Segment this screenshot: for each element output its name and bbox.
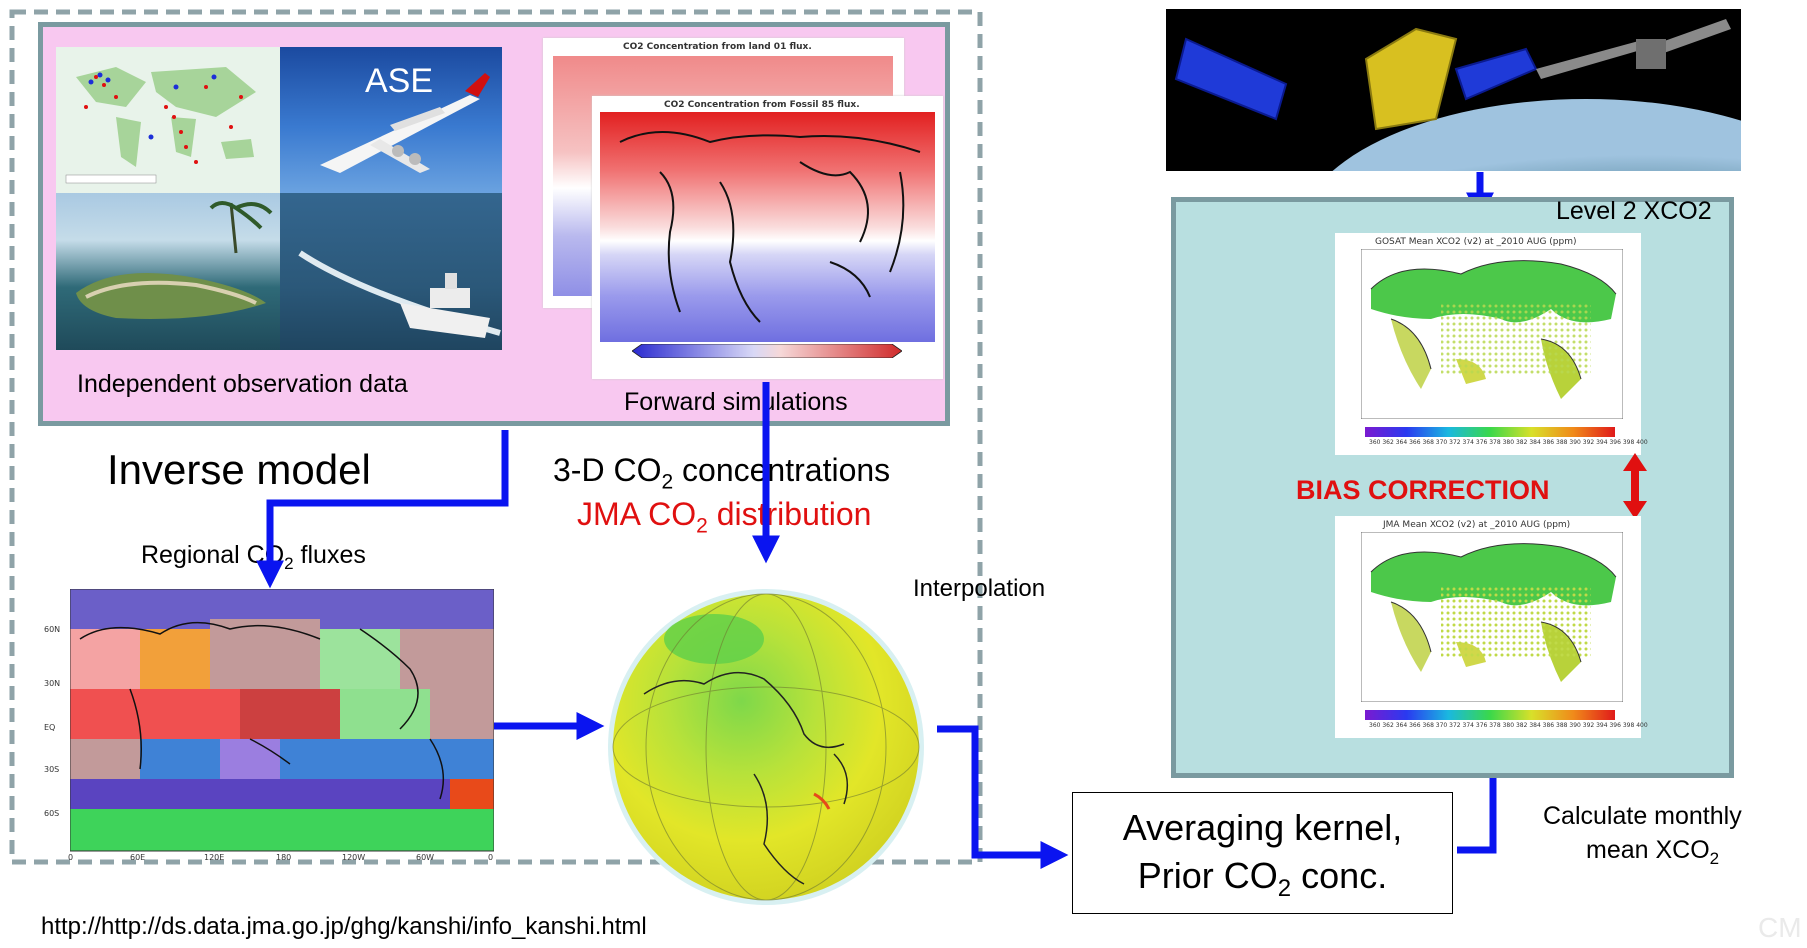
averaging-line2: Prior CO2 conc. — [1073, 855, 1452, 903]
concentrations-pre: 3-D CO — [553, 452, 662, 488]
regional-lat-30n: 30N — [44, 679, 61, 688]
forward-map-front-title: CO2 Concentration from Fossil 85 flux. — [664, 100, 860, 110]
bias-double-arrow — [1623, 453, 1647, 519]
regional-lat-60n: 60N — [44, 625, 61, 634]
gosat-map-title: GOSAT Mean XCO2 (v2) at _2010 AUG (ppm) — [1375, 237, 1577, 247]
regional-lon-0a: 0 — [68, 853, 74, 862]
ase-label: ASE — [365, 62, 434, 100]
ship-photo — [280, 193, 502, 350]
concentrations-post: concentrations — [673, 452, 891, 488]
observation-caption: Independent observation data — [77, 370, 408, 398]
regional-sub: 2 — [284, 554, 294, 573]
monthly-line2: mean XCO2 — [1586, 836, 1719, 869]
jma-post: distribution — [707, 496, 872, 532]
regional-post: fluxes — [293, 541, 366, 569]
averaging-line2-sub: 2 — [1277, 875, 1292, 903]
gosat-colorbar-labels: 360 362 364 366 368 370 372 374 376 378 … — [1369, 439, 1648, 446]
regional-lon-120e: 120E — [204, 853, 225, 862]
regional-lon-0b: 0 — [488, 853, 494, 862]
concentrations-label: 3-D CO2 concentrations — [553, 452, 890, 494]
jma-map-title: JMA Mean XCO2 (v2) at _2010 AUG (ppm) — [1383, 520, 1571, 530]
regional-flux-map: 60N 30N EQ 30S 60S 0 60E 120E 180 120W 6… — [44, 589, 494, 862]
island-photo — [56, 193, 280, 350]
averaging-kernel-box: Averaging kernel, Prior CO2 conc. — [1072, 792, 1453, 914]
averaging-line2-post: conc. — [1291, 855, 1388, 896]
forward-map-back-title: CO2 Concentration from land 01 flux. — [623, 42, 812, 52]
concentrations-sub: 2 — [661, 470, 674, 494]
averaging-line2-pre: Prior CO — [1137, 855, 1278, 896]
arrow-obs-to-regional — [256, 430, 509, 589]
jma-pre: JMA CO — [577, 496, 697, 532]
regional-lon-120w: 120W — [342, 853, 366, 862]
monthly-line2-pre: mean XCO — [1586, 836, 1710, 864]
observation-map-photo — [56, 47, 280, 193]
jma-map: JMA Mean XCO2 (v2) at _2010 AUG (ppm) 36… — [1335, 516, 1648, 738]
regional-lat-60s: 60S — [44, 809, 60, 818]
regional-fluxes-label: Regional CO2 fluxes — [141, 541, 366, 574]
satellite-image — [1166, 9, 1741, 171]
regional-lon-180: 180 — [276, 853, 292, 862]
arrow-globe-to-kernel — [937, 725, 1069, 869]
jma-distribution-label: JMA CO2 distribution — [577, 496, 871, 538]
regional-lon-60e: 60E — [130, 853, 146, 862]
regional-pre: Regional — [141, 541, 240, 569]
regional-lat-eq: EQ — [44, 723, 56, 732]
source-url[interactable]: http://http://ds.data.jma.go.jp/ghg/kans… — [41, 913, 647, 940]
jma-sub: 2 — [696, 514, 708, 538]
watermark: CM — [1758, 912, 1802, 943]
level2-xco2-label: Level 2 XCO2 — [1556, 197, 1712, 225]
gosat-map: GOSAT Mean XCO2 (v2) at _2010 AUG (ppm) … — [1335, 233, 1648, 455]
forward-map-front: CO2 Concentration from Fossil 85 flux. — [592, 96, 943, 379]
aircraft-photo — [280, 47, 502, 193]
bias-correction-label: BIAS CORRECTION — [1296, 475, 1550, 505]
monthly-line1: Calculate monthly — [1543, 802, 1742, 830]
interpolation-label: Interpolation — [913, 575, 1046, 602]
inverse-model-title: Inverse model — [107, 446, 371, 493]
co2-globe — [608, 589, 924, 905]
regional-lon-60w: 60W — [416, 853, 435, 862]
averaging-line1: Averaging kernel, — [1122, 807, 1403, 848]
monthly-line2-sub: 2 — [1709, 849, 1720, 868]
jma-colorbar-labels: 360 362 364 366 368 370 372 374 376 378 … — [1369, 722, 1648, 729]
regional-lat-30s: 30S — [44, 765, 60, 774]
forward-caption: Forward simulations — [624, 388, 848, 416]
